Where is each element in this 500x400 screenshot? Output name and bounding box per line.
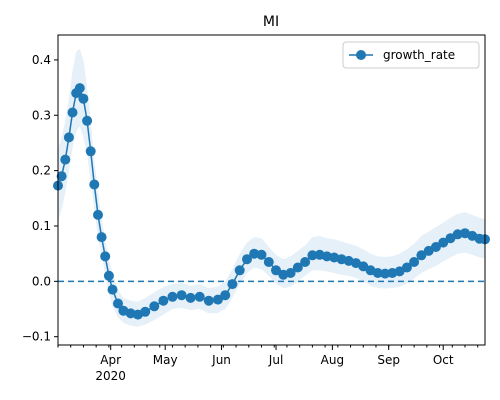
data-point <box>100 251 111 262</box>
legend: growth_rate <box>342 41 480 69</box>
data-point <box>256 249 267 260</box>
legend-box <box>342 41 480 69</box>
x-tick-label: Apr <box>100 353 121 367</box>
data-point <box>85 146 96 157</box>
data-point <box>78 93 89 104</box>
data-point <box>63 132 74 143</box>
data-point <box>416 250 427 261</box>
data-point <box>380 268 391 279</box>
data-point <box>242 254 252 265</box>
data-point <box>409 257 420 267</box>
data-point <box>158 295 169 306</box>
data-point <box>285 268 296 278</box>
data-point <box>227 279 238 290</box>
legend-marker-swatch <box>356 50 366 60</box>
data-point <box>185 292 196 303</box>
y-tick-label: 0.1 <box>32 219 51 233</box>
data-point <box>96 232 107 243</box>
x-axis: Apr 2020 May Jun Jul Aug Sep Oct <box>57 345 479 383</box>
data-point <box>220 290 231 301</box>
x-tick-label: Jul <box>268 353 283 367</box>
data-point <box>234 265 245 276</box>
data-point <box>82 115 93 126</box>
legend-label-growth-rate: growth_rate <box>383 48 455 62</box>
y-tick-label: −0.1 <box>22 330 51 344</box>
data-point <box>300 257 311 267</box>
data-point <box>140 306 151 317</box>
plot-area <box>53 48 490 327</box>
data-point <box>89 179 100 190</box>
data-point <box>212 294 223 305</box>
data-point <box>103 270 114 281</box>
data-point <box>271 265 281 276</box>
x-tick-label: Jun <box>211 353 231 367</box>
y-tick-label: 0.0 <box>32 274 51 288</box>
data-point <box>107 284 118 295</box>
data-point <box>430 242 441 252</box>
data-point <box>307 250 318 261</box>
data-point <box>67 107 78 118</box>
data-point <box>438 237 449 248</box>
chart-title: MI <box>263 14 279 30</box>
data-point <box>167 291 178 302</box>
y-tick-label: 0.2 <box>32 164 51 178</box>
x-tick-label: Sep <box>377 353 400 367</box>
data-point <box>194 291 205 302</box>
data-point <box>56 171 67 182</box>
x-tick-label: Oct <box>433 353 454 367</box>
x-tick-year-label: 2020 <box>95 369 126 383</box>
data-point <box>321 251 332 262</box>
data-point <box>176 290 187 301</box>
y-tick-label: 0.3 <box>32 108 51 122</box>
data-point <box>263 257 274 267</box>
data-point <box>203 295 214 306</box>
y-axis: −0.1 0.0 0.1 0.2 0.3 0.4 <box>22 53 58 344</box>
data-point <box>292 262 303 273</box>
data-point <box>113 298 123 309</box>
y-tick-label: 0.4 <box>32 53 51 67</box>
data-point <box>401 262 412 273</box>
data-point <box>149 301 160 312</box>
data-point <box>60 154 71 165</box>
x-tick-label: May <box>153 353 178 367</box>
x-tick-label: Aug <box>321 353 344 367</box>
confidence-band <box>58 48 485 327</box>
data-point <box>74 83 85 94</box>
axes-frame <box>57 34 486 346</box>
data-point <box>93 209 103 220</box>
data-point <box>372 268 383 278</box>
